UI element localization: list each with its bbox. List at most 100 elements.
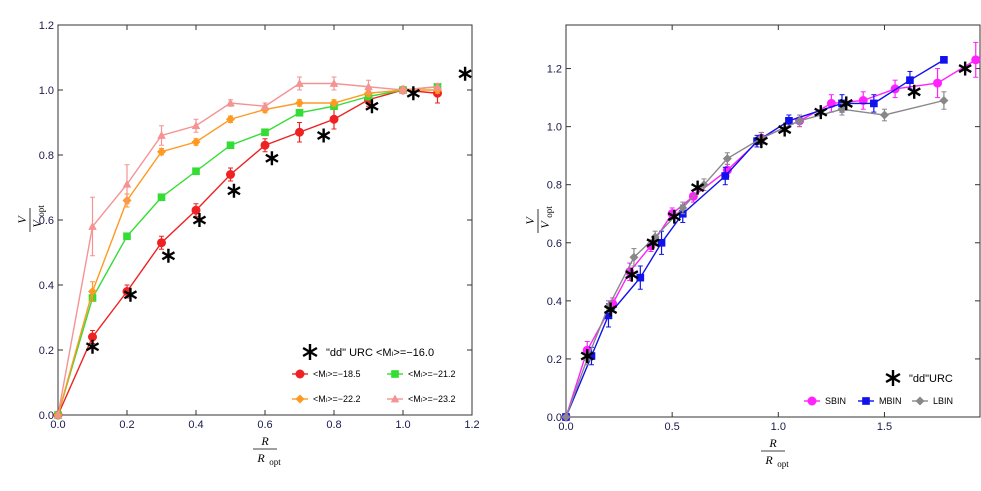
y-tick-label: 0.0	[39, 410, 54, 422]
y-tick-label: 1.0	[547, 122, 562, 134]
legend-label: <Mₗ>=−23.2	[408, 394, 456, 404]
reference-point	[667, 209, 681, 224]
legend-label: <Mₗ>=−18.5	[313, 369, 361, 379]
y-tick-label: 0.6	[39, 215, 54, 227]
series-line	[57, 82, 438, 416]
x-tick-label: 0.5	[665, 421, 680, 433]
x-axis-label-denominator: R	[764, 453, 773, 467]
legend-marker	[295, 394, 305, 404]
x-tick-label: 1.5	[877, 421, 892, 433]
x-axis-label-subscript: opt	[269, 457, 281, 467]
legend-label: MBIN	[879, 396, 902, 406]
data-point	[722, 154, 732, 164]
data-point	[122, 179, 132, 188]
data-point	[329, 114, 339, 124]
reference-point	[85, 339, 100, 354]
reference-point	[907, 84, 921, 99]
reference-point	[161, 248, 176, 263]
legend-label: SBIN	[825, 396, 846, 406]
legend-marker	[390, 394, 400, 403]
data-point	[295, 108, 304, 117]
x-tick-label: 1.0	[771, 421, 786, 433]
legend-label-reference: "dd"URC	[909, 373, 953, 385]
data-point	[226, 98, 235, 107]
x-tick-label: 0.4	[188, 419, 203, 431]
data-point	[191, 137, 201, 147]
y-axis-label-subscript: opt	[36, 205, 46, 217]
y-tick-label: 0.4	[39, 280, 54, 292]
legend: "dd"URC SBIN MBIN LBIN	[804, 370, 953, 406]
data-point	[433, 82, 442, 91]
reference-point	[316, 128, 331, 143]
data-point	[678, 203, 688, 213]
data-point	[939, 95, 949, 105]
y-axis-label: V	[523, 216, 537, 225]
series-line	[565, 99, 945, 418]
legend-marker-reference	[885, 370, 901, 386]
data-point	[295, 127, 304, 137]
series-line	[57, 86, 438, 416]
reference-point	[458, 66, 472, 81]
legend-marker-reference	[302, 344, 318, 360]
reference-point	[365, 99, 379, 114]
reference-point	[406, 86, 421, 101]
y-tick-label: 1.2	[547, 64, 562, 76]
data-point	[191, 121, 201, 130]
reference-point	[839, 96, 853, 111]
x-axis-label-denominator: R	[256, 451, 265, 465]
reference-point	[625, 267, 639, 282]
series-line	[57, 89, 438, 416]
series-line	[565, 59, 977, 418]
data-point	[870, 99, 878, 108]
data-point	[879, 110, 889, 120]
data-point	[295, 79, 304, 87]
y-axis-label-subscript: opt	[544, 206, 554, 218]
reference-point	[778, 122, 792, 137]
legend-marker	[807, 396, 817, 406]
legend-label: <Mₗ>=−21.2	[408, 369, 456, 379]
data-point	[123, 232, 131, 241]
x-axis-label: R	[260, 434, 269, 448]
data-point	[329, 98, 339, 108]
legend-label: <Mₗ>=−22.2	[313, 394, 361, 404]
x-tick-label: 0.6	[257, 419, 272, 431]
legend-marker	[391, 370, 399, 378]
data-point	[88, 287, 97, 296]
reference-point	[754, 134, 768, 149]
data-point	[53, 410, 63, 419]
reference-point	[958, 61, 972, 76]
data-point	[906, 76, 914, 84]
reference-point	[814, 105, 828, 120]
plot-frame	[565, 24, 981, 418]
y-tick-label: 1.2	[39, 20, 54, 32]
reference-point	[192, 213, 207, 227]
y-tick-label: 0.8	[547, 180, 562, 192]
legend-marker	[862, 397, 870, 405]
series-3	[561, 91, 949, 422]
reference-point	[690, 180, 705, 195]
data-point	[157, 238, 166, 248]
x-tick-label: 1.0	[395, 419, 410, 431]
reference-point	[227, 183, 241, 198]
series-1	[53, 83, 442, 420]
y-tick-label: 0.0	[547, 412, 562, 424]
data-point	[721, 172, 730, 180]
data-point	[657, 238, 666, 247]
data-point	[226, 114, 235, 124]
y-tick-label: 0.4	[547, 296, 562, 308]
series-line	[57, 89, 438, 416]
reference-series	[85, 66, 472, 354]
data-point	[629, 252, 639, 262]
y-axis-label-denominator: V	[30, 219, 44, 228]
data-point	[191, 205, 201, 215]
reference-point	[603, 302, 618, 317]
series-3	[53, 85, 442, 420]
x-tick-label: 0.0	[558, 421, 573, 433]
x-tick-label: 0.8	[326, 419, 341, 431]
series-4	[53, 76, 442, 419]
legend: "dd" URC <Mₗ>=−16.0 <Mₗ>=−18.5 <Mₗ>=−21.2 <…	[292, 344, 456, 404]
data-point	[261, 128, 269, 137]
data-point	[88, 222, 97, 230]
